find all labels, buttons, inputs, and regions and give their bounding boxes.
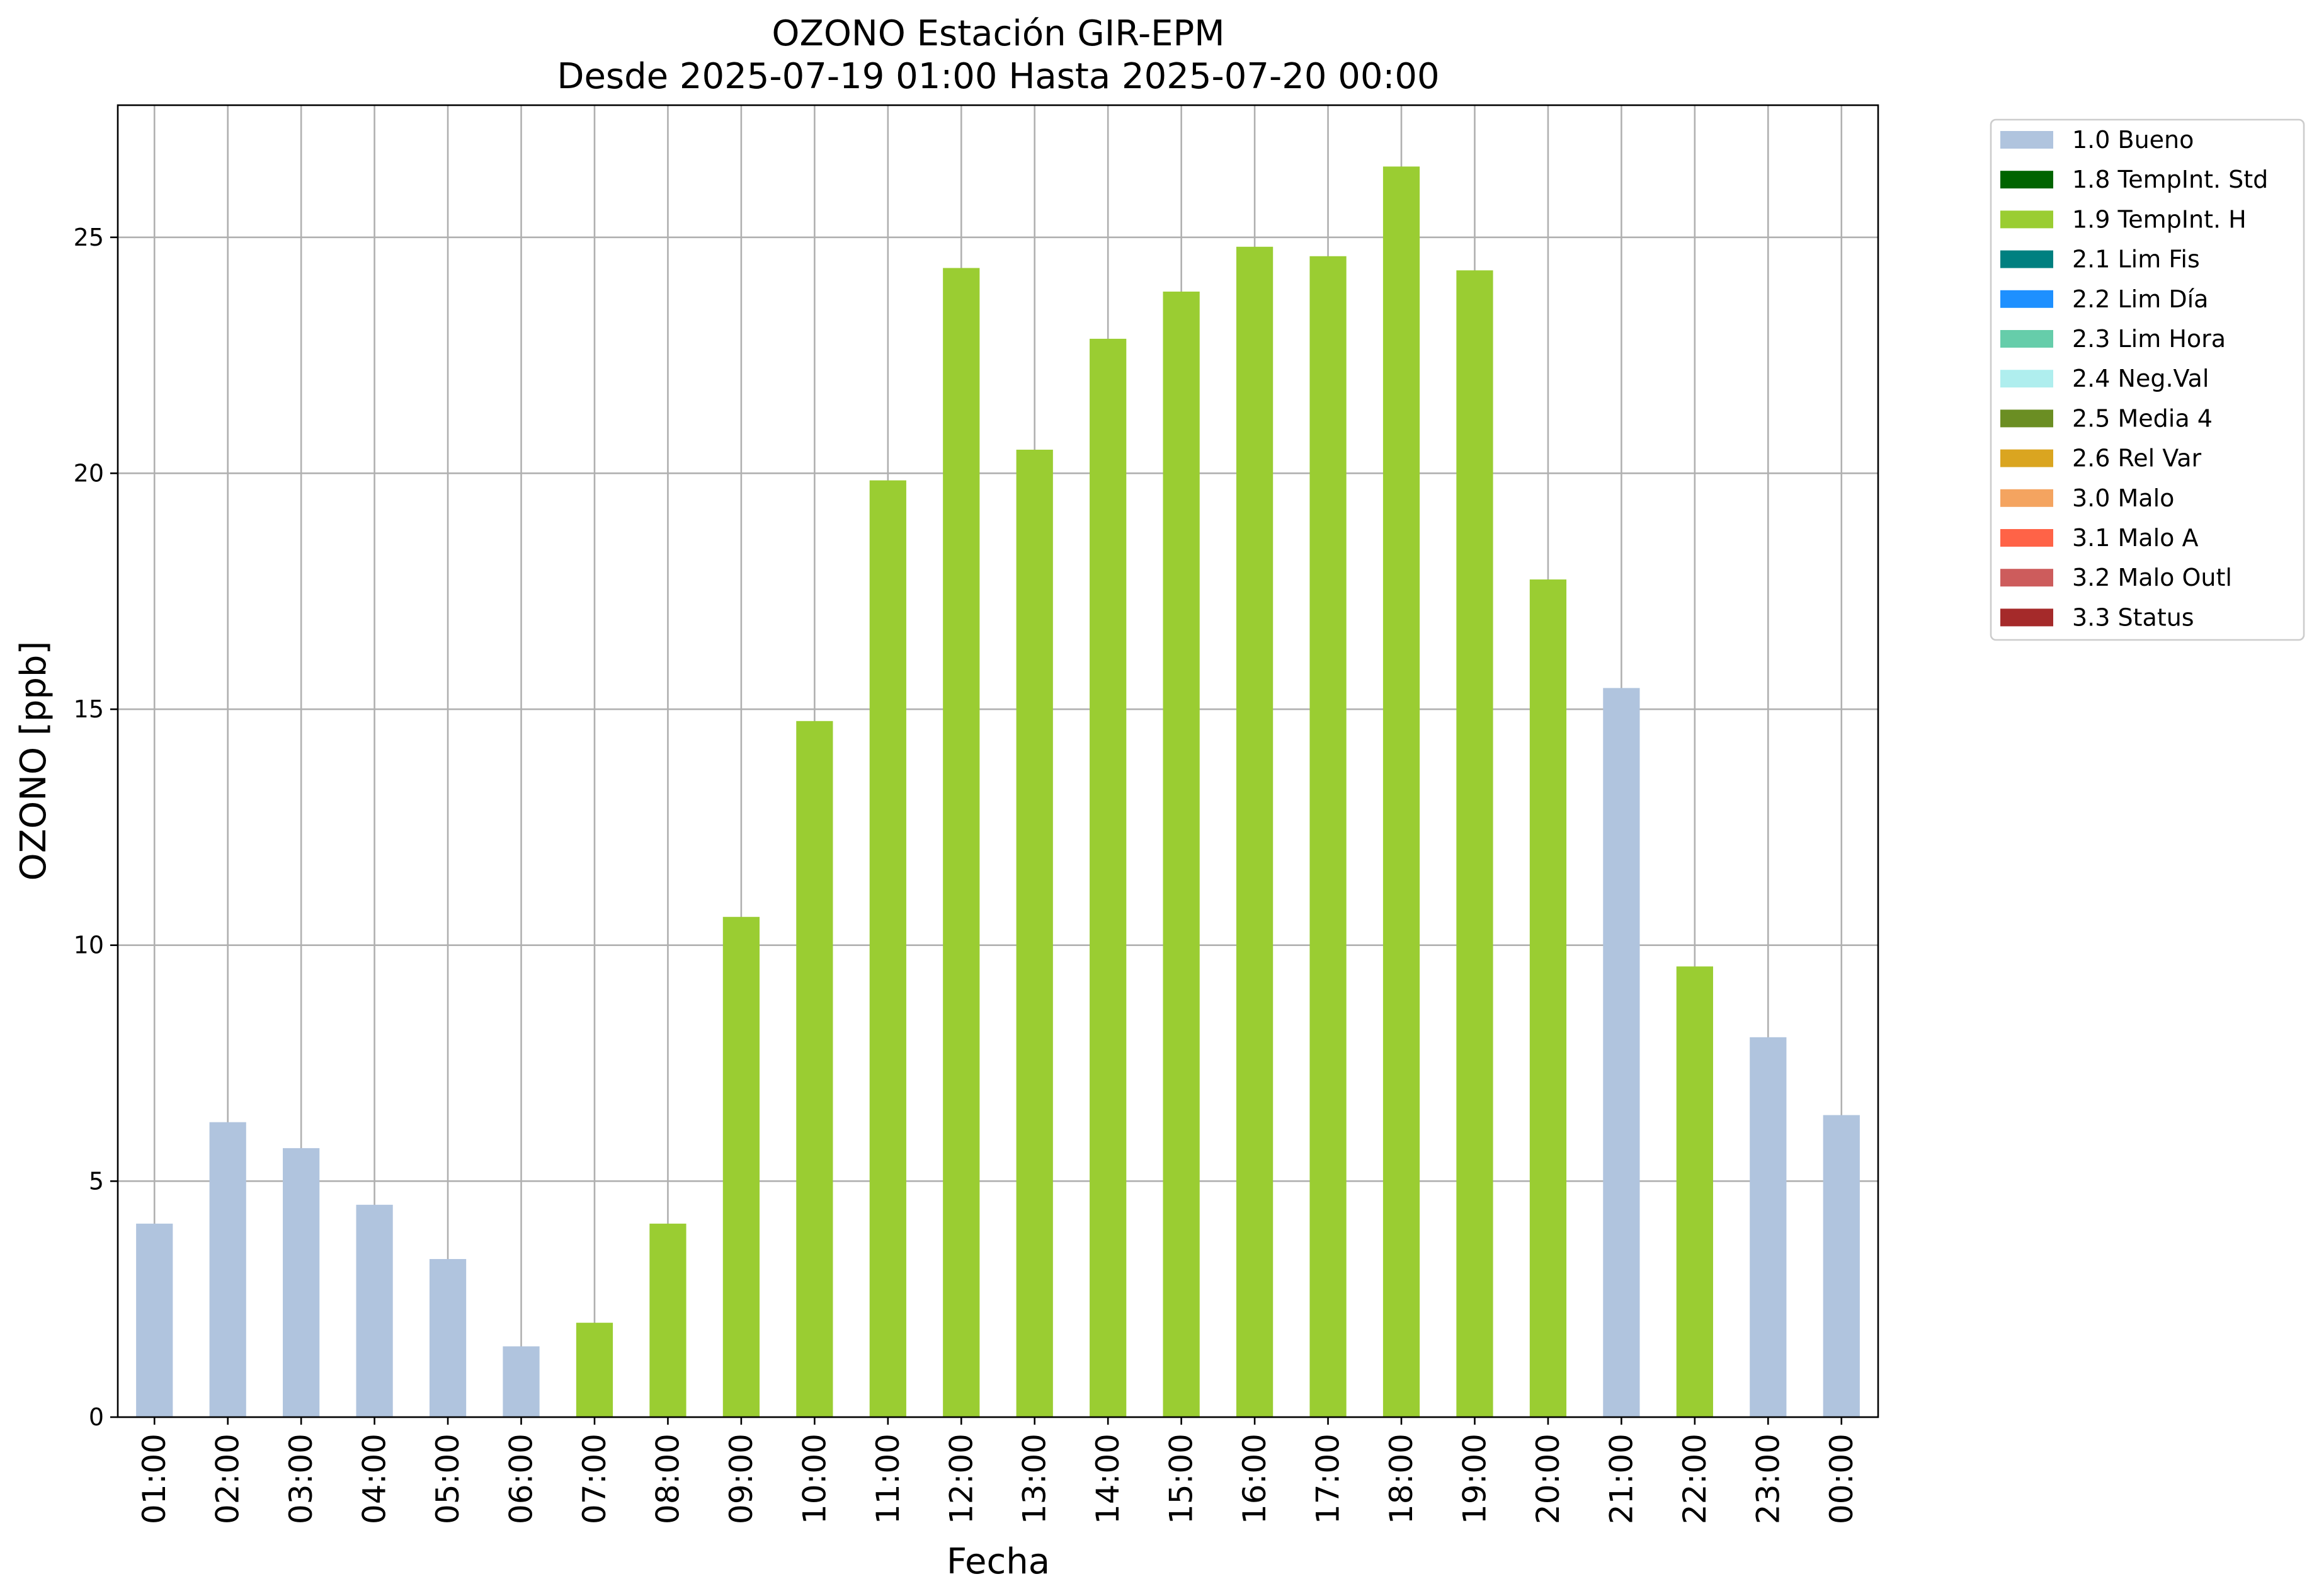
bar-2000 [1529,579,1567,1417]
x-tick-label: 22:00 [1677,1434,1713,1524]
bar-1800 [1382,166,1420,1417]
x-axis-ticks: 01:00 02:00 03:00 04:00 05:00 06:00 07:00 08:00… [136,1417,1860,1524]
legend-swatch [2000,290,2053,308]
legend-swatch [2000,131,2053,149]
legend-swatch [2000,409,2053,428]
x-tick-label: 16:00 [1236,1434,1273,1524]
y-tick-label: 0 [89,1403,104,1431]
bar-1100 [869,480,906,1418]
legend-box [1990,118,2305,641]
bar-2200 [1676,966,1713,1417]
legend-entry-label: 3.2 Malo Outl [2072,564,2232,591]
plot-area-frame [117,104,1879,1418]
bar-0500 [429,1258,467,1417]
legend-swatch [2000,210,2053,229]
x-tick-label: 10:00 [796,1434,833,1524]
x-tick-label: 21:00 [1603,1434,1639,1524]
legend-entry-label: 1.9 TempInt. H [2072,205,2247,233]
y-tick-label: 20 [74,459,104,487]
x-tick-label: 05:00 [430,1434,466,1524]
bar-1300 [1016,449,1053,1417]
legend-entry-label: 2.3 Lim Hora [2072,325,2226,353]
x-tick-label: 23:00 [1750,1434,1786,1524]
y-tick-label: 25 [74,224,104,251]
legend-entry-label: 3.0 Malo [2072,484,2174,512]
x-tick-label: 06:00 [503,1434,540,1524]
bar-0700 [576,1323,613,1417]
bar-0600 [503,1346,540,1417]
bar-0900 [722,916,760,1417]
x-tick-label: 09:00 [723,1434,760,1524]
legend-entry-label: 3.3 Status [2072,603,2194,631]
legend-swatch [2000,608,2053,627]
x-tick-label: 15:00 [1163,1434,1200,1524]
bar-0300 [283,1148,320,1417]
legend-swatch [2000,330,2053,348]
legend-entry-label: 2.2 Lim Día [2072,285,2208,313]
y-tick-label: 10 [74,932,104,959]
legend-swatch [2000,569,2053,587]
y-tick-label: 15 [74,695,104,723]
x-tick-label: 00:00 [1823,1434,1860,1524]
y-tick-label: 5 [89,1167,104,1195]
legend-entry-label: 1.0 Bueno [2072,126,2194,154]
bars [136,166,1860,1418]
bar-1400 [1090,338,1127,1418]
bar-2300 [1750,1037,1787,1417]
x-tick-label: 04:00 [356,1434,393,1524]
bar-1200 [943,268,980,1417]
x-tick-label: 07:00 [576,1434,613,1524]
bar-2100 [1603,688,1640,1417]
bar-1900 [1456,270,1493,1418]
legend-entry-label: 2.4 Neg.Val [2072,365,2209,392]
x-tick-label: 08:00 [649,1434,686,1524]
y-axis-label: OZONO [ppb] [13,641,54,881]
x-axis-label: Fecha [947,1541,1050,1582]
legend-swatch [2000,370,2053,388]
legend-swatch [2000,529,2053,547]
chart-title: OZONO Estación GIR-EPM [772,13,1224,54]
bar-1000 [796,721,833,1417]
legend: 1.0 Bueno 1.8 TempInt. Std 1.9 TempInt. H 2… [1990,118,2305,641]
bar-0800 [649,1223,687,1417]
x-tick-label: 18:00 [1383,1434,1420,1524]
bar-0000 [1823,1115,1860,1417]
x-tick-label: 19:00 [1456,1434,1493,1524]
legend-entry-label: 3.1 Malo A [2072,524,2198,552]
x-tick-label: 17:00 [1310,1434,1347,1524]
x-tick-label: 03:00 [283,1434,319,1524]
x-tick-label: 01:00 [136,1434,173,1524]
x-tick-label: 12:00 [943,1434,979,1524]
legend-swatch [2000,171,2053,189]
legend-entry-label: 1.8 TempInt. Std [2072,166,2268,193]
x-tick-label: 02:00 [210,1434,246,1524]
bar-0200 [209,1122,246,1417]
legend-entry-label: 2.1 Lim Fis [2072,246,2200,273]
bar-1500 [1163,291,1200,1417]
legend-swatch [2000,250,2053,268]
legend-entry-label: 2.6 Rel Var [2072,445,2202,472]
bar-1700 [1309,256,1347,1417]
x-tick-label: 14:00 [1090,1434,1126,1524]
x-tick-label: 13:00 [1017,1434,1053,1524]
bar-1600 [1236,246,1273,1417]
x-tick-label: 11:00 [870,1434,906,1524]
legend-swatch [2000,489,2053,507]
bar-0100 [136,1223,173,1417]
bar-0400 [356,1204,393,1417]
x-tick-label: 20:00 [1530,1434,1566,1524]
legend-entry-label: 2.5 Media 4 [2072,404,2213,432]
legend-swatch [2000,449,2053,467]
chart-subtitle: Desde 2025-07-19 01:00 Hasta 2025-07-20 … [557,56,1439,97]
y-axis-ticks: 0 5 10 15 20 25 [74,224,118,1431]
